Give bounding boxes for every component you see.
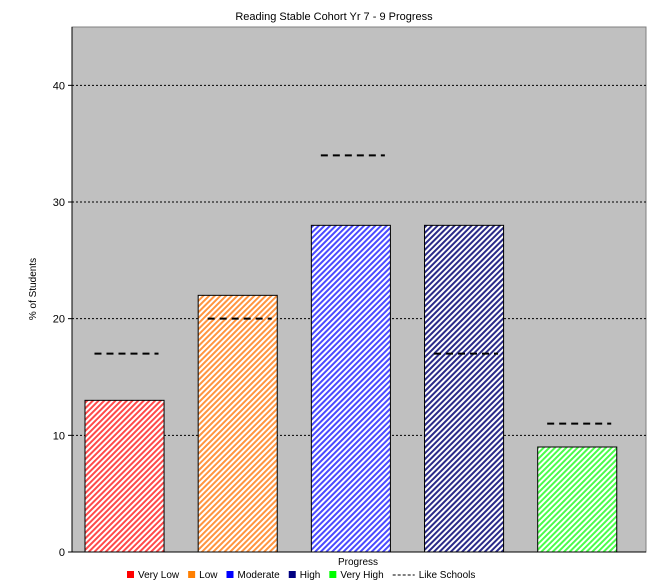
legend-swatch (188, 571, 196, 578)
y-tick-label: 10 (53, 430, 65, 442)
legend: Very Low Low Moderate High Very High Like Sch… (127, 570, 475, 581)
legend-label: Like Schools (419, 570, 476, 581)
bar-high (424, 224, 505, 553)
legend-swatch (226, 571, 234, 578)
legend-label: Moderate (238, 570, 281, 581)
y-tick-label: 40 (53, 80, 65, 92)
bar-very-low (84, 399, 165, 553)
y-tick-labels: 0 10 20 30 40 (53, 80, 72, 559)
legend-label: Very Low (138, 570, 180, 581)
y-tick-label: 30 (53, 197, 65, 209)
bars (84, 224, 618, 553)
legend-label: Very High (340, 570, 383, 581)
legend-label: Low (199, 570, 218, 581)
legend-swatch (329, 571, 337, 578)
legend-label: High (300, 570, 321, 581)
bar-moderate (310, 224, 391, 553)
y-tick-label: 0 (59, 547, 65, 559)
bar-very-high (537, 446, 618, 553)
legend-swatch (288, 571, 296, 578)
bar-low (197, 294, 278, 553)
x-axis-label: Progress (338, 557, 378, 568)
y-axis-label: % of Students (28, 258, 39, 320)
like-schools-lines (94, 154, 612, 425)
chart-title: Reading Stable Cohort Yr 7 - 9 Progress (235, 11, 433, 23)
legend-swatch (127, 571, 134, 578)
y-tick-label: 20 (53, 314, 65, 326)
